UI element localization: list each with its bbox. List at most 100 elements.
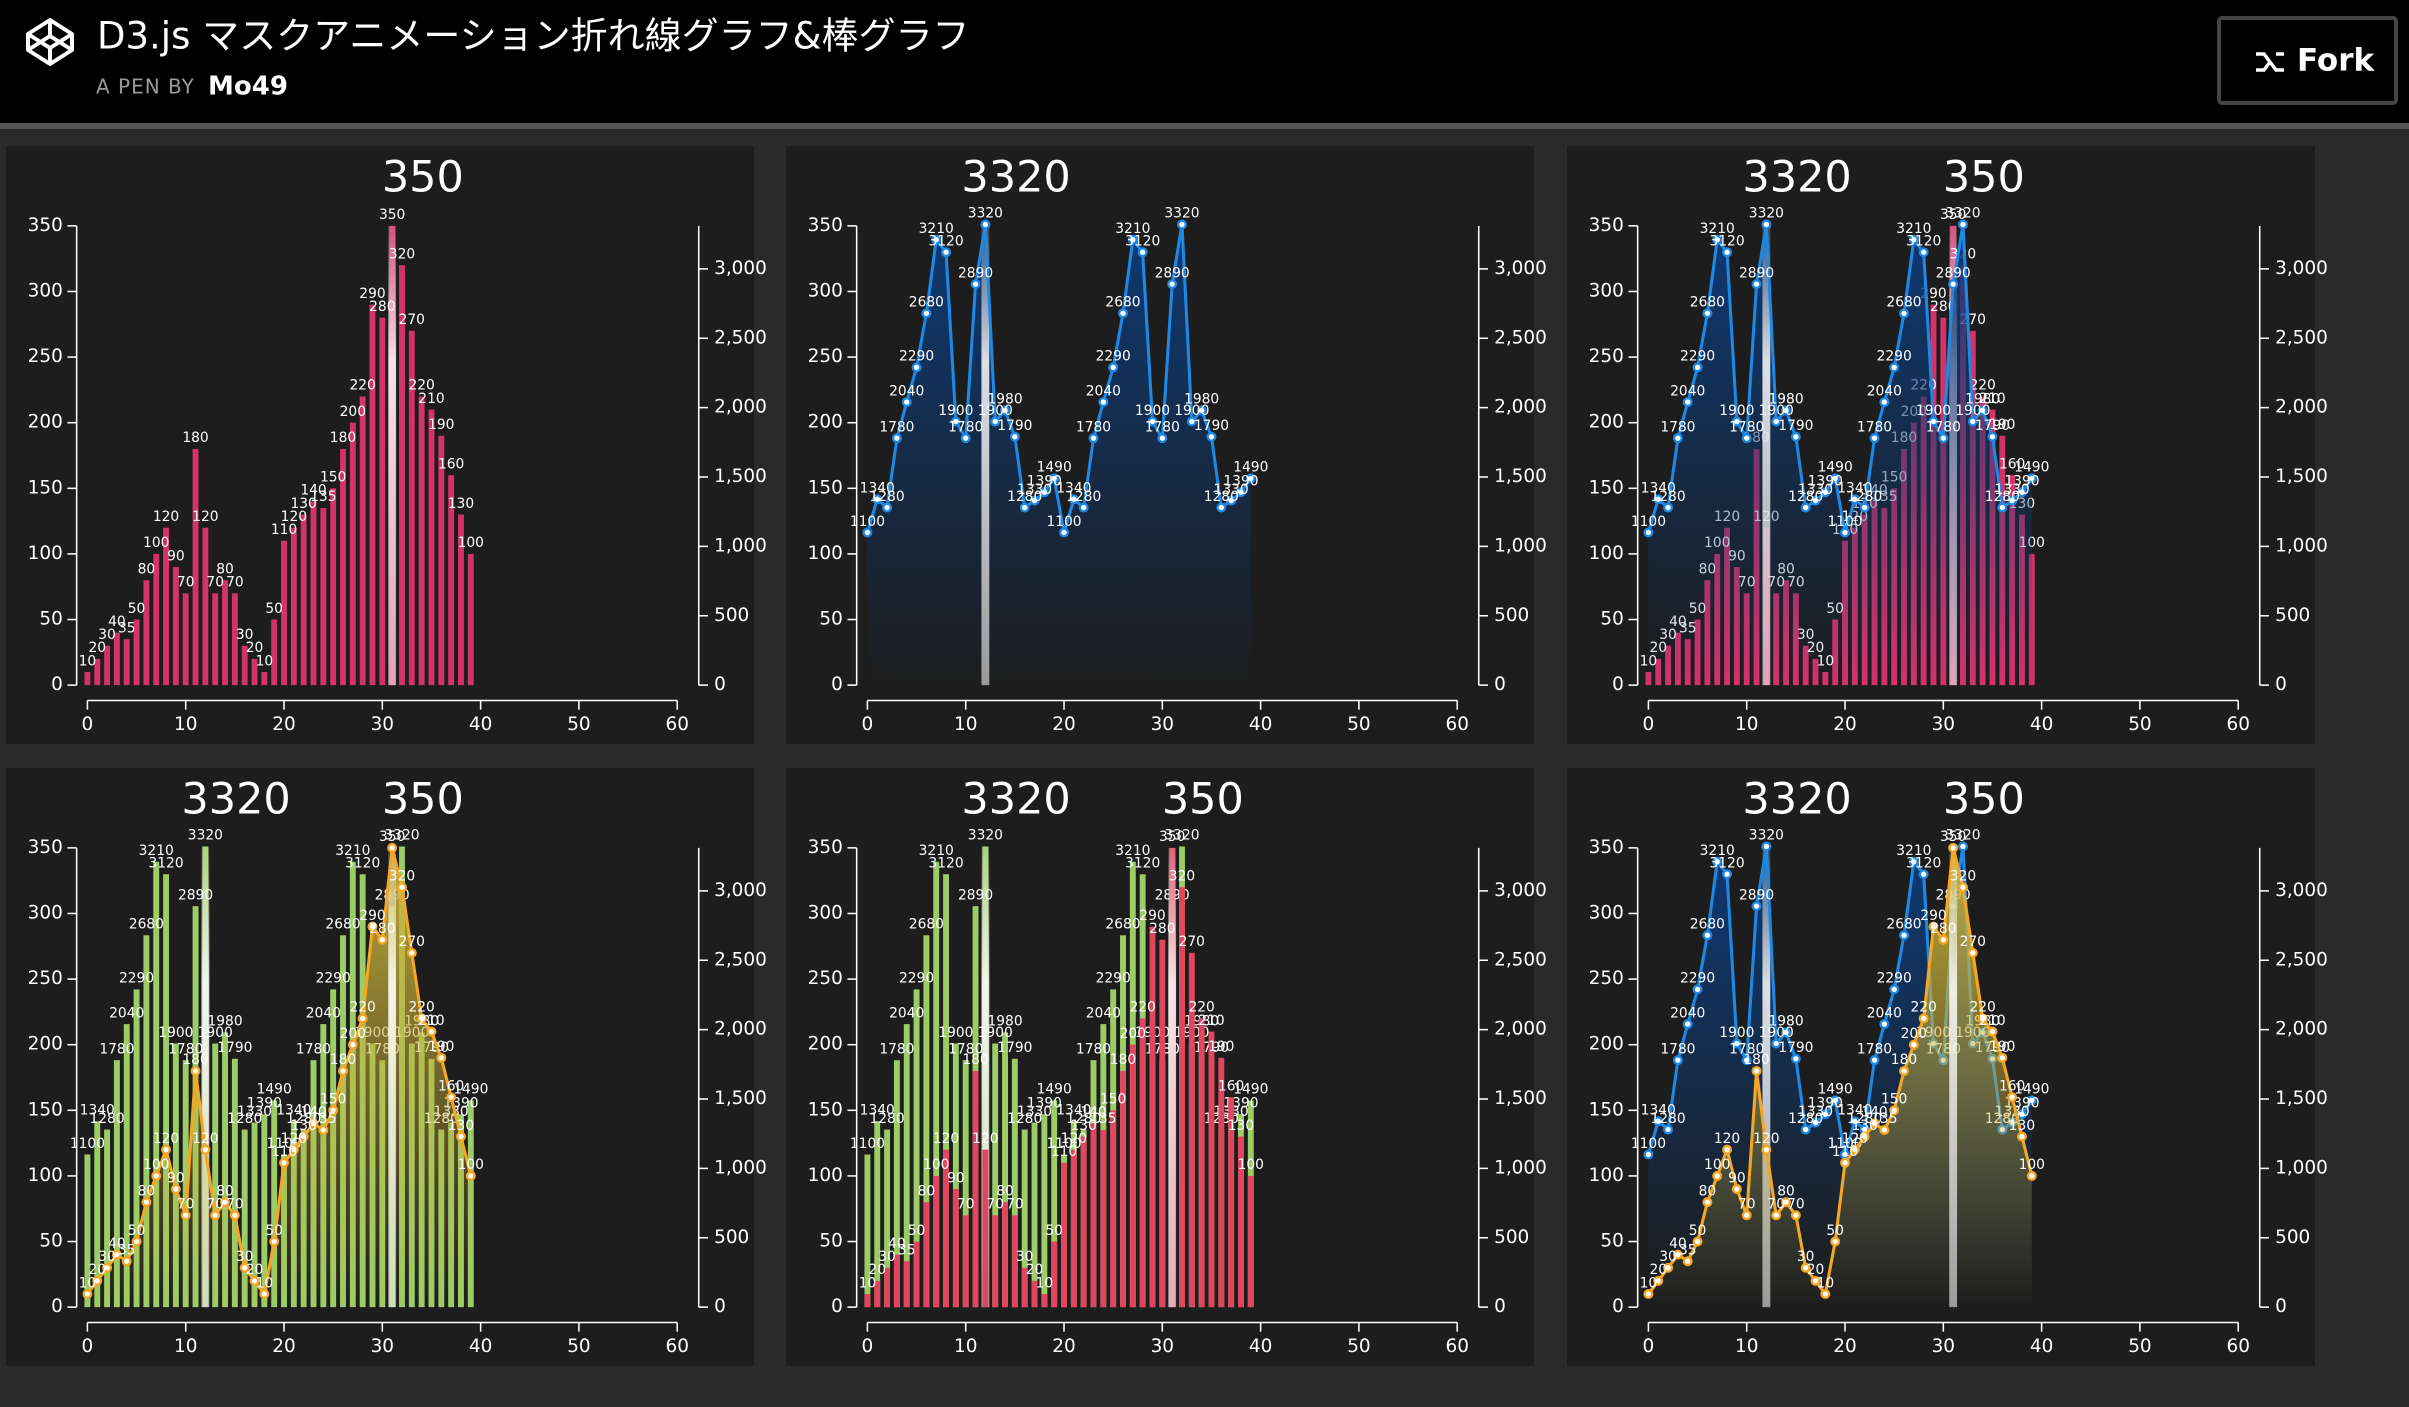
y2-tick-label: 2,500 xyxy=(2275,949,2328,970)
data-label: 2680 xyxy=(1886,917,1921,933)
y-tick-label: 150 xyxy=(808,477,843,498)
data-label: 130 xyxy=(1070,1118,1096,1134)
x-tick-label: 10 xyxy=(174,714,197,735)
bar xyxy=(933,1175,940,1308)
data-label: 1900 xyxy=(1759,403,1794,419)
bar xyxy=(1021,1267,1028,1308)
point xyxy=(1741,1210,1752,1221)
data-label: 100 xyxy=(1238,1157,1264,1173)
data-label: 30 xyxy=(1797,1249,1815,1265)
point xyxy=(249,1275,260,1286)
data-label: 1280 xyxy=(1066,1111,1101,1127)
data-label: 1100 xyxy=(1631,1136,1666,1152)
bar xyxy=(1011,1215,1018,1308)
point xyxy=(990,416,1001,427)
data-label: 90 xyxy=(947,1170,965,1186)
author[interactable]: Mo49 xyxy=(208,72,288,102)
data-label: 3210 xyxy=(335,843,370,859)
point xyxy=(1899,308,1909,319)
y2-tick-label: 1,500 xyxy=(1494,466,1547,487)
y2-tick-label: 2,000 xyxy=(2275,1019,2328,1040)
point xyxy=(1840,1157,1851,1168)
point xyxy=(1781,1027,1792,1038)
data-label: 190 xyxy=(428,1039,454,1055)
peak-label: 3320 xyxy=(961,774,1070,824)
data-label: 140 xyxy=(300,483,326,499)
y2-tick-label: 2,000 xyxy=(714,397,767,418)
data-label: 20 xyxy=(88,640,106,656)
bar xyxy=(143,580,150,686)
y2-tick-label: 0 xyxy=(2275,1296,2287,1317)
bar xyxy=(1208,1031,1215,1308)
data-label: 1280 xyxy=(227,1111,262,1127)
bar xyxy=(320,507,327,686)
y2-tick-label: 3,000 xyxy=(714,258,767,279)
point xyxy=(102,1262,113,1273)
point xyxy=(1029,495,1040,506)
point xyxy=(1957,841,1968,852)
x-tick-label: 0 xyxy=(1643,714,1655,735)
data-label: 1100 xyxy=(1827,514,1862,530)
data-label: 1900 xyxy=(978,403,1013,419)
point xyxy=(1702,930,1713,941)
point xyxy=(1790,1210,1801,1221)
point xyxy=(1692,984,1703,995)
point xyxy=(1039,487,1050,498)
data-label: 50 xyxy=(1826,1223,1844,1239)
data-label: 1280 xyxy=(1650,489,1685,505)
point xyxy=(367,921,378,932)
data-label: 1330 xyxy=(1995,482,2030,498)
data-label: 50 xyxy=(1045,1223,1063,1239)
point xyxy=(931,234,942,245)
y-tick-label: 50 xyxy=(39,609,62,630)
point xyxy=(210,1210,221,1221)
bar xyxy=(923,1202,930,1308)
data-label: 1390 xyxy=(1223,474,1258,490)
y2-tick-label: 500 xyxy=(1494,605,1529,626)
data-label: 1790 xyxy=(997,418,1032,434)
bar xyxy=(962,1060,969,1308)
bar xyxy=(1041,1114,1048,1308)
data-label: 1900 xyxy=(1759,1025,1794,1041)
point xyxy=(239,1262,250,1273)
bar xyxy=(467,553,474,686)
data-label: 70 xyxy=(1006,1197,1024,1213)
highlight xyxy=(1168,847,1177,1308)
fork-button[interactable] xyxy=(2217,16,2398,105)
fork-label[interactable]: Fork xyxy=(2297,43,2376,79)
y2-tick-label: 3,000 xyxy=(2275,258,2328,279)
x-tick-label: 50 xyxy=(567,714,590,735)
y-tick-label: 200 xyxy=(808,1034,843,1055)
data-label: 1490 xyxy=(1818,1082,1853,1098)
data-label: 180 xyxy=(1891,1052,1917,1068)
data-label: 270 xyxy=(1960,934,1986,950)
data-label: 2890 xyxy=(958,265,993,281)
point xyxy=(328,1105,339,1116)
line xyxy=(1646,224,2034,533)
data-label: 130 xyxy=(448,496,474,512)
peak-label: 3320 xyxy=(181,774,290,824)
bar xyxy=(1031,1122,1038,1308)
data-label: 1280 xyxy=(1007,1111,1042,1127)
x-tick-label: 10 xyxy=(954,714,977,735)
data-label: 135 xyxy=(310,1111,336,1127)
point xyxy=(1977,405,1988,416)
data-label: 1340 xyxy=(1641,1102,1676,1118)
point xyxy=(1781,405,1792,416)
logo[interactable] xyxy=(26,18,74,66)
data-label: 1780 xyxy=(1857,1041,1892,1057)
data-label: 20 xyxy=(246,640,264,656)
x-tick-label: 30 xyxy=(371,1336,394,1357)
bar xyxy=(1228,1097,1235,1308)
data-label: 10 xyxy=(1640,1275,1658,1291)
point xyxy=(1692,1236,1703,1247)
point xyxy=(970,279,981,290)
data-label: 280 xyxy=(369,921,395,937)
data-label: 1900 xyxy=(1719,1025,1754,1041)
bar xyxy=(1021,1129,1028,1308)
area xyxy=(867,224,1251,686)
y-tick-label: 200 xyxy=(1589,412,1624,433)
data-label: 210 xyxy=(418,1013,444,1029)
data-label: 2680 xyxy=(1105,917,1140,933)
data-label: 120 xyxy=(1061,1131,1087,1147)
